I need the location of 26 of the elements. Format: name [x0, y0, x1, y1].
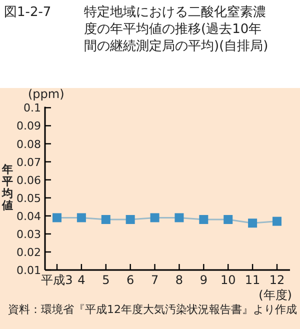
x-tick-label: 12	[269, 273, 285, 287]
y-tick-label: 0.05	[16, 192, 41, 205]
x-tick-label: 平成3	[41, 273, 73, 287]
y-tick-label: 0.09	[16, 120, 41, 133]
x-tick-label: 8	[175, 273, 184, 287]
annotation: 資料：環境省『平成12年度大気汚染状況報告書』より作成	[8, 303, 298, 316]
y-tick-label: 0.07	[16, 156, 41, 169]
x-tick-label: 11	[244, 273, 260, 287]
y-tick-label: 0.04	[16, 210, 41, 223]
x-tick-label: 10	[220, 273, 236, 287]
title: 図1-2-7	[4, 4, 52, 21]
x-tick-label: 4	[78, 273, 86, 287]
y-tick-label: 0.02	[16, 246, 41, 259]
annotation: (ppm)	[28, 87, 64, 101]
y-tick-label: 0.01	[16, 264, 41, 277]
ylabel: 年平均値	[2, 164, 14, 212]
x-tick-label: 5	[102, 273, 110, 287]
x-tick-label: 9	[200, 273, 208, 287]
y-tick-label: 0.08	[16, 138, 41, 151]
xlabel: (年度)	[258, 288, 292, 302]
subtitle: 特定地域における二酸化窒素濃度の年平均値の推移(過去10年間の継続測定局の平均)(自排局)	[84, 4, 270, 55]
y-tick-label: 0.1	[24, 102, 41, 115]
y-tick-label: 0.06	[16, 174, 41, 187]
y-tick-label: 0.03	[16, 228, 41, 241]
x-tick-label: 7	[150, 273, 159, 287]
x-tick-label: 6	[126, 273, 134, 287]
